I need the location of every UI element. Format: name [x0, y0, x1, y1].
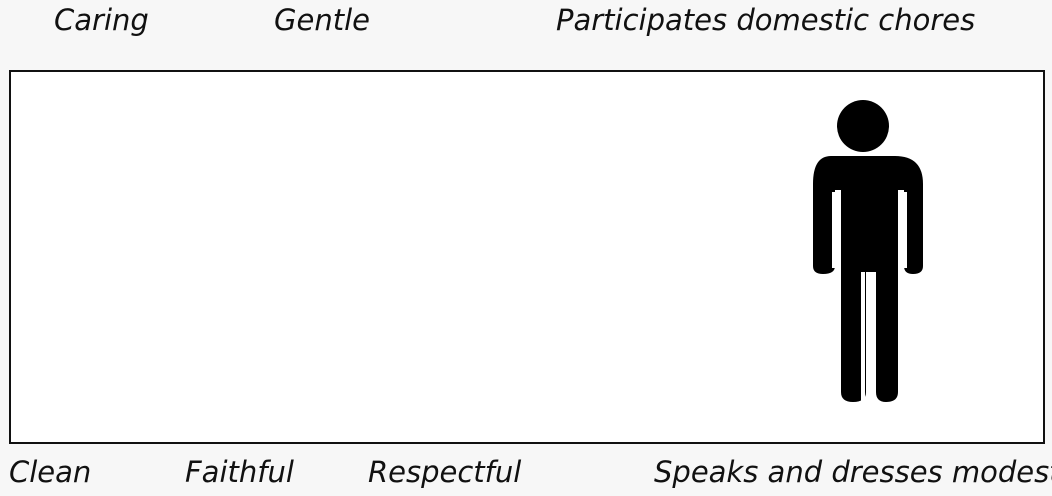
- person-icon: [813, 100, 923, 402]
- label-participates-domestic-chores: Participates domestic chores: [556, 3, 976, 37]
- label-caring: Caring: [54, 3, 149, 37]
- label-speaks-and-dresses-modestly: Speaks and dresses modestly: [654, 455, 1052, 489]
- label-clean: Clean: [9, 455, 92, 489]
- label-gentle: Gentle: [274, 3, 370, 37]
- label-faithful: Faithful: [185, 455, 294, 489]
- diagram-frame: [9, 70, 1045, 444]
- label-respectful: Respectful: [368, 455, 522, 489]
